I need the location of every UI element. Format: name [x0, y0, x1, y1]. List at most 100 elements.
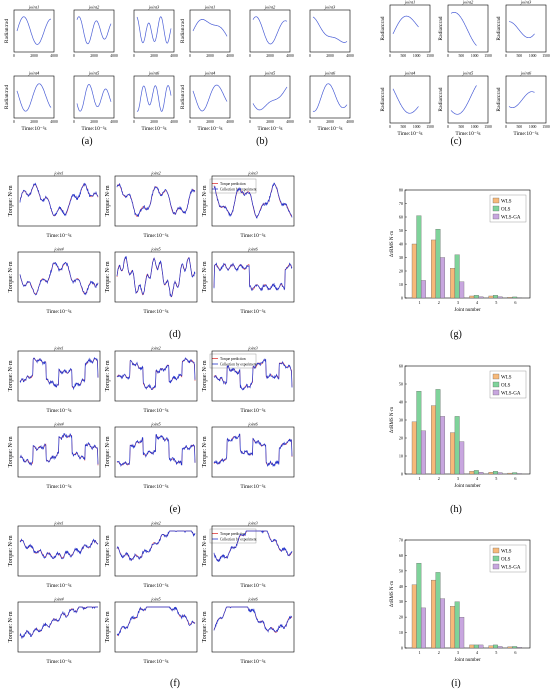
axes-frame — [212, 252, 294, 302]
y-axis-label: Torque: N·m — [105, 436, 111, 467]
y-axis-label: Torque: N·m — [105, 360, 111, 391]
x-axis-label: Time:10⁻²s — [240, 309, 265, 315]
trajectory-line — [77, 85, 111, 112]
torque-experiment-line — [20, 183, 98, 215]
trajectory-line — [313, 84, 347, 112]
y-axis-label: Radian:rad — [380, 16, 386, 40]
trajectory-line — [253, 87, 287, 110]
y-axis-label: Torque: N·m — [202, 261, 208, 292]
torque-prediction-line — [117, 185, 195, 217]
x-tick-label: 0 — [13, 120, 15, 124]
x-tick-label: 4000 — [346, 120, 354, 124]
bar-WLS-GA-joint-2 — [440, 258, 445, 299]
x-tick-label: 0 — [133, 120, 135, 124]
x-axis-label: Time:10⁻²s — [46, 659, 71, 665]
y-axis-label: Torque: N·m — [8, 261, 14, 292]
bar-OLS-joint-2 — [436, 572, 441, 648]
y-tick-label: 60 — [399, 364, 403, 369]
axes-frame — [212, 427, 294, 477]
legend-swatch-WLS — [493, 548, 499, 553]
y-axis-label: Torque: N·m — [8, 611, 14, 642]
x-tick-label: 500 — [400, 54, 406, 58]
axes-frame — [310, 76, 350, 118]
axes-frame — [115, 252, 197, 302]
x-tick-label: 1000 — [529, 125, 537, 129]
y-axis-label: Radian:rad — [380, 87, 386, 111]
subplot-title: joint3 — [247, 171, 257, 176]
axes-frame — [18, 176, 100, 226]
panel-label-h: (h) — [450, 504, 462, 515]
axes-frame — [506, 5, 546, 52]
x-tick-label: 1500 — [484, 125, 492, 129]
x-tick-label: 500 — [516, 125, 522, 129]
bar-WLS-joint-5 — [489, 296, 494, 298]
subplot-title: joint2 — [462, 0, 474, 5]
x-tick-label: 4000 — [226, 120, 234, 124]
bar-OLS-joint-5 — [493, 295, 498, 298]
subplot-title: joint4 — [204, 71, 216, 76]
y-axis-label: Torque: N·m — [105, 535, 111, 566]
x-tick-label: 1000 — [471, 54, 479, 58]
bar-OLS-joint-1 — [417, 563, 422, 648]
subplot-title: joint1 — [404, 0, 416, 5]
x-tick-label: 1000 — [413, 125, 421, 129]
x-tick-label: 2000 — [30, 54, 38, 58]
x-tick-label: 500 — [458, 125, 464, 129]
x-tick-label: 2 — [438, 476, 440, 481]
x-axis-label: Time:10⁻²s — [143, 408, 168, 414]
y-tick-label: 20 — [399, 436, 403, 441]
x-tick-label: 0 — [189, 120, 191, 124]
axes-frame — [14, 10, 54, 52]
x-axis-label: Time:10⁻²s — [46, 583, 71, 589]
bar-WLS-GA-joint-5 — [498, 646, 503, 648]
x-tick-label: 4000 — [286, 120, 294, 124]
subplot-title: joint6 — [324, 71, 336, 76]
subplot-title: joint6 — [247, 247, 257, 252]
subplot-title: joint4 — [28, 71, 40, 76]
subplot-title: joint3 — [148, 5, 160, 10]
x-tick-label: 0 — [133, 54, 135, 58]
x-tick-label: 4000 — [226, 54, 234, 58]
subplot-title: joint5 — [462, 71, 474, 76]
x-tick-label: 2000 — [150, 120, 158, 124]
panel-label-e: (e) — [169, 504, 180, 515]
panel-label-f: (f) — [170, 678, 180, 689]
x-tick-label: 0 — [389, 54, 391, 58]
trajectory-grid-c: joint1 Radian:rad 0 500 1000 1500 joint2 Radian… — [380, 0, 550, 137]
legend-label-experiment: Collection by experiment — [220, 363, 257, 367]
bar-WLS-GA-joint-2 — [440, 599, 445, 648]
torque-experiment-line — [20, 607, 98, 639]
panel-label-b: (b) — [256, 136, 268, 147]
y-axis-label: Torque: N·m — [202, 535, 208, 566]
subplot-title: joint1 — [204, 5, 216, 10]
trajectory-line — [17, 17, 51, 45]
x-tick-label: 1000 — [413, 54, 421, 58]
x-tick-label: 0 — [249, 54, 251, 58]
bar-WLS-GA-joint-6 — [517, 647, 522, 648]
x-tick-label: 4000 — [110, 120, 118, 124]
x-tick-label: 1500 — [542, 125, 550, 129]
axes-frame — [250, 76, 290, 118]
x-tick-label: 4 — [476, 650, 479, 655]
y-axis-label: Radian:rad — [180, 19, 186, 43]
legend-swatch-WLS-GA — [493, 214, 499, 219]
bar-WLS-GA-joint-3 — [459, 282, 464, 298]
x-tick-label: 4 — [476, 476, 479, 481]
y-axis-label: Radian:rad — [4, 19, 10, 43]
bar-WLS-GA-joint-1 — [421, 431, 426, 474]
trajectory-line — [451, 12, 477, 45]
y-axis-label: Torque: N·m — [202, 185, 208, 216]
bar-WLS-joint-4 — [470, 296, 475, 298]
